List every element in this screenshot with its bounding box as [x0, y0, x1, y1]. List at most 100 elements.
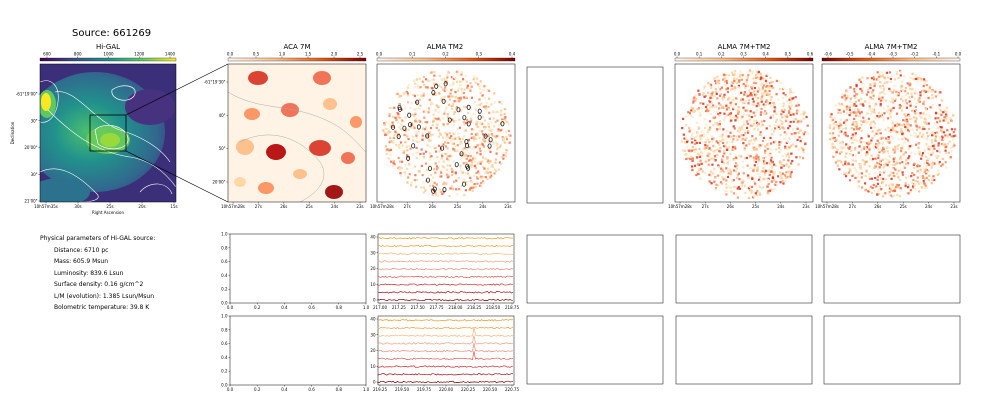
noise-pixel — [938, 151, 941, 154]
noise-pixel — [445, 182, 448, 185]
noise-pixel — [726, 90, 730, 94]
noise-pixel — [746, 76, 749, 79]
noise-pixel — [462, 152, 465, 156]
emission-blob — [293, 169, 307, 179]
noise-pixel — [852, 121, 855, 124]
noise-pixel — [692, 100, 695, 103]
noise-pixel — [913, 97, 917, 100]
noise-pixel — [884, 162, 887, 165]
noise-pixel — [766, 147, 769, 151]
noise-pixel — [487, 133, 490, 136]
noise-pixel — [466, 155, 470, 158]
noise-pixel — [500, 162, 503, 165]
noise-pixel — [919, 91, 922, 94]
noise-pixel — [416, 84, 419, 87]
noise-pixel — [891, 163, 894, 167]
noise-pixel — [743, 148, 746, 152]
noise-pixel — [713, 105, 716, 109]
noise-pixel — [431, 78, 434, 81]
noise-pixel — [397, 134, 400, 137]
noise-pixel — [462, 79, 465, 82]
noise-pixel — [428, 130, 431, 134]
tick-label: 0.8 — [221, 245, 228, 250]
noise-pixel — [842, 110, 846, 113]
noise-pixel — [756, 128, 760, 131]
noise-pixel — [700, 134, 703, 137]
noise-pixel — [952, 142, 956, 145]
noise-pixel — [416, 140, 419, 144]
contour — [440, 145, 445, 151]
noise-pixel — [685, 157, 688, 161]
noise-pixel — [878, 137, 881, 140]
noise-pixel — [453, 111, 457, 114]
noise-pixel — [494, 168, 497, 171]
noise-pixel — [412, 139, 415, 142]
noise-pixel — [745, 126, 749, 130]
noise-pixel — [840, 142, 843, 146]
noise-pixel — [787, 148, 790, 151]
noise-pixel — [855, 111, 858, 114]
contour — [402, 125, 407, 131]
noise-pixel — [912, 78, 916, 81]
noise-pixel — [834, 139, 838, 142]
noise-pixel — [712, 137, 715, 140]
noise-pixel — [828, 126, 832, 129]
noise-pixel — [914, 143, 918, 146]
noise-pixel — [505, 138, 509, 141]
noise-pixel — [432, 113, 435, 116]
noise-pixel — [451, 170, 454, 173]
noise-pixel — [781, 163, 784, 167]
noise-pixel — [732, 98, 735, 102]
noise-pixel — [909, 117, 912, 121]
noise-pixel — [430, 155, 433, 158]
noise-pixel — [925, 143, 928, 146]
noise-pixel — [420, 148, 423, 151]
noise-pixel — [464, 121, 468, 125]
noise-pixel — [851, 163, 854, 166]
noise-pixel — [865, 142, 868, 145]
noise-pixel — [928, 87, 931, 90]
noise-pixel — [768, 87, 771, 90]
noise-pixel — [388, 106, 391, 109]
noise-pixel — [767, 154, 770, 157]
noise-pixel — [699, 134, 702, 137]
noise-pixel — [775, 180, 778, 184]
noise-pixel — [903, 141, 906, 144]
noise-pixel — [453, 100, 456, 103]
noise-pixel — [707, 109, 710, 113]
noise-pixel — [854, 154, 857, 157]
noise-pixel — [708, 120, 712, 123]
noise-pixel — [769, 170, 773, 173]
contour — [411, 143, 416, 149]
noise-pixel — [837, 159, 840, 162]
noise-pixel — [838, 109, 841, 112]
empty-plot-row1 — [229, 233, 367, 304]
noise-pixel — [906, 92, 909, 95]
noise-pixel — [693, 141, 696, 144]
noise-pixel — [848, 146, 852, 149]
noise-pixel — [760, 107, 763, 111]
tick-label: 0.2 — [254, 305, 261, 310]
noise-pixel — [907, 184, 910, 187]
noise-pixel — [934, 135, 938, 138]
noise-pixel — [907, 141, 910, 144]
tick-label: 27s — [702, 204, 709, 209]
noise-pixel — [944, 151, 948, 155]
noise-pixel — [881, 140, 884, 144]
noise-pixel — [683, 153, 686, 157]
noise-pixel — [908, 96, 911, 99]
noise-pixel — [440, 148, 443, 151]
tick-label: 30s — [74, 204, 81, 209]
noise-pixel — [856, 176, 860, 179]
noise-pixel — [901, 124, 905, 127]
noise-pixel — [797, 148, 800, 151]
noise-pixel — [925, 155, 928, 159]
noise-pixel — [424, 86, 428, 89]
noise-pixel — [907, 192, 910, 195]
noise-pixel — [418, 170, 422, 173]
noise-pixel — [906, 139, 909, 142]
noise-pixel — [684, 136, 688, 139]
noise-pixel — [474, 108, 477, 111]
noise-pixel — [899, 169, 902, 172]
tick-label: 220.50 — [483, 387, 497, 392]
